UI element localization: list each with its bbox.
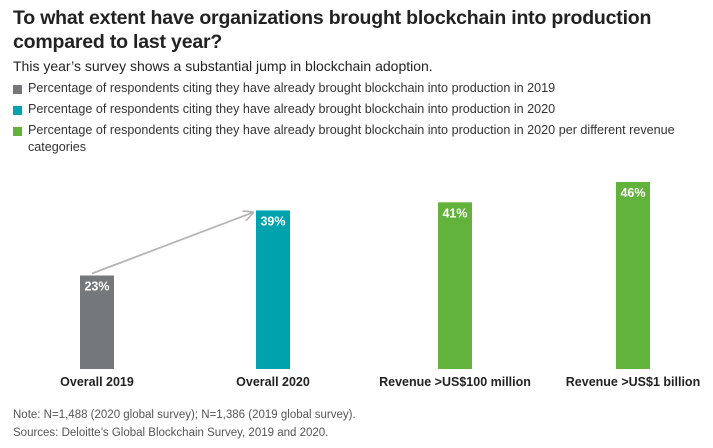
category-label-4: Revenue >US$1 billion	[566, 375, 700, 389]
legend-swatch-2019	[13, 85, 22, 94]
bar-value-label-3: 41%	[442, 206, 467, 220]
legend-swatch-revenue	[13, 127, 22, 136]
legend-item-2019: Percentage of respondents citing they ha…	[13, 80, 703, 97]
legend-label-revenue: Percentage of respondents citing they ha…	[28, 123, 675, 154]
bar-value-label-2: 39%	[260, 214, 285, 228]
category-label-3: Revenue >US$100 million	[379, 375, 531, 389]
bar-3	[438, 202, 472, 369]
legend-swatch-2020	[13, 106, 22, 115]
trend-arrow	[91, 212, 253, 275]
legend-item-2020: Percentage of respondents citing they ha…	[13, 101, 703, 118]
category-label-2: Overall 2020	[236, 375, 310, 389]
bar-2	[256, 210, 290, 369]
bar-value-label-1: 23%	[84, 280, 109, 294]
legend-item-revenue: Percentage of respondents citing they ha…	[13, 122, 703, 155]
legend-label-2019: Percentage of respondents citing they ha…	[28, 81, 556, 95]
bar-value-label-4: 46%	[620, 186, 645, 200]
legend: Percentage of respondents citing they ha…	[13, 80, 703, 160]
chart-title: To what extent have organizations brough…	[13, 7, 652, 53]
category-label-1: Overall 2019	[60, 375, 134, 389]
legend-label-2020: Percentage of respondents citing they ha…	[28, 102, 556, 116]
bar-1	[80, 275, 114, 369]
footnote-source: Sources: Deloitte’s Global Blockchain Su…	[13, 427, 329, 439]
chart-subtitle: This year’s survey shows a substantial j…	[13, 58, 433, 74]
footnote-note: Note: N=1,488 (2020 global survey); N=1,…	[13, 409, 356, 421]
bar-4	[616, 182, 650, 369]
